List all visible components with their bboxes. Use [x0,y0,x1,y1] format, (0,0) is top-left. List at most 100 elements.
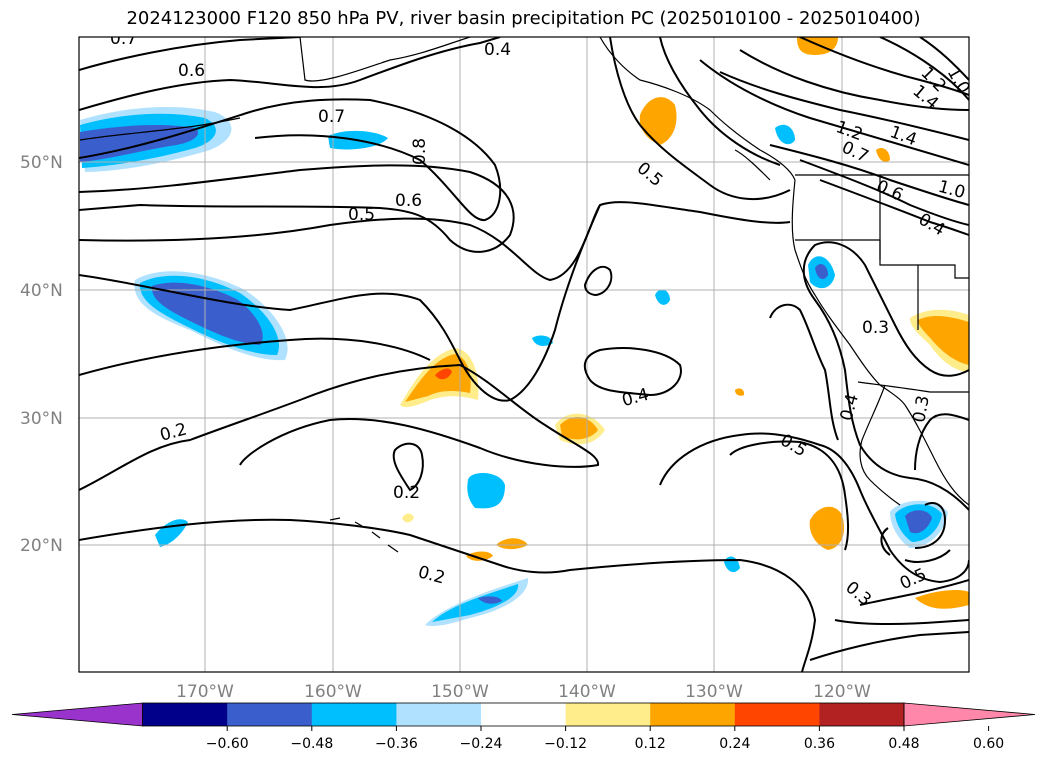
precip-neg-small [532,335,553,346]
colorbar-extend-right [903,702,1036,727]
contour-line [834,619,969,626]
precip-pos-mid [466,551,493,561]
contour-label-0.6-center: 0.6 [395,191,422,211]
contour-label-0.7-topleft: 0.7 [110,29,137,49]
contour-line [79,37,301,71]
alaska-coast [299,37,471,82]
colorbar-segment [481,703,567,726]
map-title: 2024123000 F120 850 hPa PV, river basin … [126,8,921,29]
lat-label: 30°N [20,409,63,429]
precip-pos-mid [639,97,677,145]
precip-shading [80,37,969,627]
contour-line [914,413,969,471]
precip-neg-small [655,289,670,305]
colorbar-segment [311,703,397,726]
lat-label: 40°N [20,281,63,301]
contour-line [739,49,969,111]
colorbar-tick-label: −0.36 [375,736,418,752]
precip-pos-mid [496,538,528,550]
lat-label: 20°N [20,536,63,556]
colorbar: −0.60 −0.48 −0.36 −0.24 −0.12 0.12 0.24 0.36 0.4… [11,702,1036,752]
contour-line [609,37,791,201]
contour-line [819,179,969,236]
contour-line [583,347,682,397]
contour-line [880,527,951,563]
lon-label: 120°W [813,682,871,702]
colorbar-segment [142,703,228,726]
contour-line [914,502,947,549]
precip-neg-mid [432,584,519,622]
precip-pos-mid [560,416,598,440]
contour-line [809,631,969,661]
contour-line [799,159,969,226]
colorbar-tick-label: 0.24 [719,736,750,752]
contour-line [79,363,600,491]
contour-line [879,37,969,101]
contour-line [79,337,431,376]
us-west-coast [791,179,906,406]
contour-label-0.6-north: 0.6 [178,61,205,81]
precip-pos-mid [809,506,845,550]
precip-pos-top [797,37,838,55]
precip-pos-mid [918,316,969,365]
lon-label: 170°W [176,682,234,702]
contour-label-0.3-mexico: 0.3 [909,394,933,424]
colorbar-segment [819,703,905,726]
precip-neg-core [151,282,263,345]
contour-line [719,71,969,141]
hawaii-islands [329,517,399,553]
colorbar-tick-label: −0.24 [460,736,503,752]
lon-axis: 170°W 160°W 150°W 140°W 130°W 120°W [176,682,871,702]
colorbar-tick-label: 0.36 [804,736,835,752]
lon-label: 130°W [685,682,743,702]
contour-label-0.4-north: 0.4 [484,40,511,60]
contour-line [659,37,781,166]
colorbar-outline [142,702,905,727]
mexico-coast [904,404,969,506]
colorbar-tick-label: −0.48 [290,736,333,752]
colorbar-extend-left [11,702,144,727]
lat-label: 50°N [20,153,63,173]
contour-line [79,164,515,253]
contour-line [769,303,839,441]
colorbar-segment [396,703,482,726]
contour-line [802,241,969,511]
contour-label-0.8: 0.8 [410,138,430,165]
contour-label-0.3-california: 0.3 [862,318,889,338]
vancouver-island [734,149,771,181]
precip-pos-small [876,148,890,162]
contour-line [79,37,501,111]
contour-line [79,518,817,672]
colorbar-segment [734,703,820,726]
contour-line [79,201,791,282]
contour-line [79,204,601,402]
contour-line [859,579,969,606]
precip-pos-mid [915,590,969,609]
contour-label-0.7-center: 0.7 [318,107,345,127]
precip-neg-small [775,124,795,145]
graticule [79,37,969,672]
colorbar-tick-label: 0.12 [635,736,666,752]
us-mexico-border [857,381,969,393]
lon-label: 160°W [304,682,362,702]
plot-area [79,37,969,672]
contour-line [659,432,969,584]
contour-line [769,144,969,206]
colorbar-tick-label: 0.60 [973,736,1004,752]
contour-line [729,440,849,551]
lon-label: 140°W [558,682,616,702]
bc-coast [599,37,796,181]
precip-pos-core [435,368,452,380]
precip-pos-small [735,388,745,396]
precip-pos-small [402,513,414,523]
colorbar-segment [565,703,651,726]
contour-label-0.5-center: 0.5 [348,205,375,225]
plot-frame [78,36,970,673]
contour-line [79,98,502,222]
colorbar-segment [227,703,313,726]
lon-label: 150°W [431,682,489,702]
contour-line [919,37,969,81]
lat-axis: 50°N 40°N 30°N 20°N [20,153,63,556]
colorbar-tick-label: −0.60 [206,736,249,752]
